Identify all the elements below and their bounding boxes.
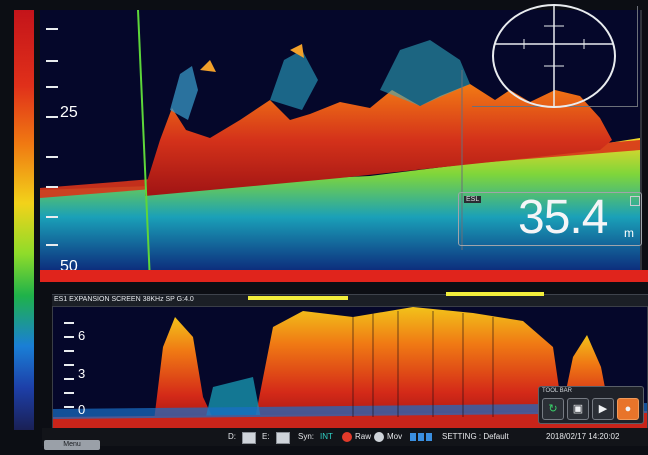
camera-icon: ▣ xyxy=(572,403,584,415)
signal-segment-icon xyxy=(410,433,416,441)
d-toggle[interactable] xyxy=(242,432,256,444)
mov-indicator-icon[interactable] xyxy=(374,432,384,442)
depth-tick xyxy=(46,216,58,218)
sync-value: INT xyxy=(320,432,333,441)
setting-text[interactable]: SETTING : Default xyxy=(442,432,509,441)
depth-label-25: 25 xyxy=(60,104,78,121)
esl-depth-value: 35.4 xyxy=(518,191,608,244)
color-scale-bar xyxy=(14,10,34,430)
scale-tick xyxy=(64,350,74,352)
tool-bar-title: TOOL BAR xyxy=(542,388,573,394)
scale-label-0: 0 xyxy=(78,402,86,417)
signal-segment-icon xyxy=(418,433,424,441)
scale-tick xyxy=(64,378,74,380)
e-label: E: xyxy=(262,432,270,441)
compass-circle[interactable] xyxy=(492,4,616,108)
e-toggle[interactable] xyxy=(276,432,290,444)
esl-depth-unit: m xyxy=(624,226,634,240)
depth-tick xyxy=(46,186,58,188)
menu-button[interactable]: Menu xyxy=(44,440,100,450)
scale-label-3: 3 xyxy=(78,366,86,381)
upper-depth-scale: 25 50 xyxy=(40,10,78,282)
range-marker-b xyxy=(446,292,544,296)
d-label: D: xyxy=(228,432,236,441)
crosshair-icon xyxy=(494,6,614,106)
scale-tick xyxy=(64,406,74,408)
expand-icon[interactable] xyxy=(630,196,640,206)
camera-button[interactable]: ▣ xyxy=(567,398,589,420)
record-icon: ● xyxy=(624,403,632,415)
expansion-title: ES1 EXPANSION SCREEN 38KHz SP G:4.0 xyxy=(54,296,194,303)
expansion-echogram[interactable] xyxy=(52,306,648,430)
raw-label: Raw xyxy=(355,432,372,441)
video-button[interactable]: ▶ xyxy=(592,398,614,420)
expansion-header xyxy=(52,294,648,307)
datetime: 2018/02/17 14:20:02 xyxy=(546,432,620,441)
scale-tick xyxy=(64,322,74,324)
depth-tick xyxy=(46,86,58,88)
range-marker-a xyxy=(248,296,348,300)
depth-tick xyxy=(46,60,58,62)
raw-indicator-icon[interactable] xyxy=(342,432,352,442)
sync-label: Syn: xyxy=(298,432,315,441)
refresh-button[interactable]: ↻ xyxy=(542,398,564,420)
refresh-icon: ↻ xyxy=(548,403,558,415)
scale-tick xyxy=(64,336,74,338)
mov-label: Mov xyxy=(387,432,403,441)
depth-tick xyxy=(46,244,58,246)
scale-label-6: 6 xyxy=(78,328,86,343)
signal-segment-icon xyxy=(426,433,432,441)
esl-readout-box xyxy=(458,192,642,246)
scale-tick xyxy=(64,364,74,366)
record-button[interactable]: ● xyxy=(617,398,639,420)
video-camera-icon: ▶ xyxy=(598,403,608,415)
esl-tag: ESL xyxy=(464,196,482,203)
depth-tick xyxy=(46,156,58,158)
bottom-lock-strip xyxy=(40,270,648,282)
depth-tick xyxy=(46,28,58,30)
scale-tick xyxy=(64,392,74,394)
expansion-scale: 6 3 0 xyxy=(56,306,96,426)
depth-tick xyxy=(46,116,58,118)
